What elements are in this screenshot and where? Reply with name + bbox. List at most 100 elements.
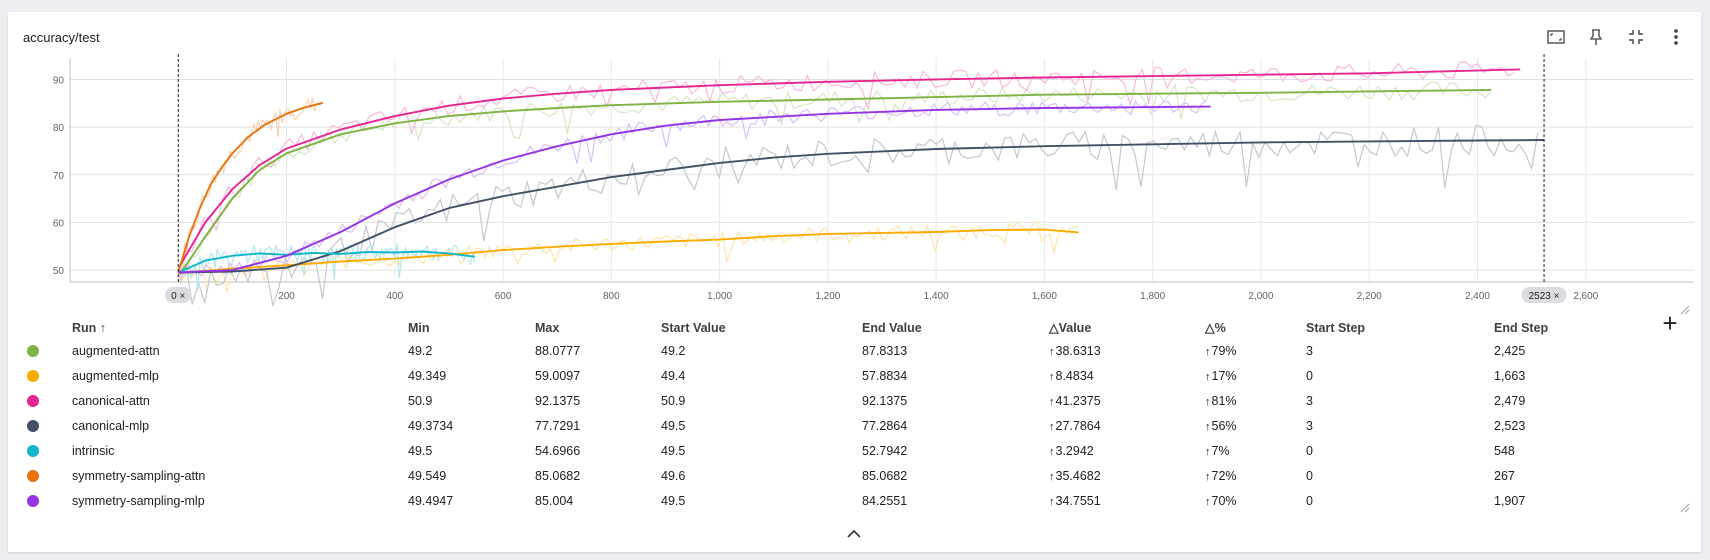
x-tick-label: 2,200	[1357, 291, 1382, 302]
scalar-card: accuracy/test 50 60 70 80 90 200 400 6	[8, 12, 1701, 552]
run-color-dot[interactable]	[27, 420, 39, 432]
run-color-dot[interactable]	[27, 370, 39, 382]
range-marker-label[interactable]: 2523 ×	[1529, 291, 1560, 302]
table-row[interactable]: symmetry-sampling-mlp 49.4947 85.004 49.5 84…	[8, 490, 1701, 512]
raw-line-canonical-attn	[179, 61, 1515, 274]
x-tick-label: 1,800	[1140, 291, 1165, 302]
run-color-dot[interactable]	[27, 445, 39, 457]
run-color-dot[interactable]	[27, 395, 39, 407]
header-start-step[interactable]: Start Step	[1306, 321, 1366, 335]
cell-start-value: 49.5	[661, 444, 686, 458]
cell-max: 54.6966	[535, 444, 581, 458]
header-delta-pct[interactable]: △%	[1205, 321, 1226, 335]
cell-max: 85.004	[535, 494, 574, 508]
series-line-canonical-attn[interactable]	[179, 68, 1521, 267]
cell-end-value: 52.7942	[862, 444, 908, 458]
plot-area	[70, 58, 1694, 282]
series-line-symmetry-sampling-attn[interactable]	[177, 101, 324, 273]
cell-delta-pct: ↑7%	[1205, 440, 1230, 463]
series-line-intrinsic[interactable]	[177, 250, 476, 274]
cell-start-step: 0	[1306, 444, 1313, 458]
range-marker-label[interactable]: 0 ×	[171, 291, 185, 302]
header-end-value[interactable]: End Value	[862, 321, 922, 335]
cell-start-value: 49.2	[661, 344, 686, 358]
series-line-canonical-mlp[interactable]	[179, 139, 1545, 274]
arrow-up-icon: ↑	[1049, 446, 1055, 458]
arrow-up-icon: ↑	[1205, 371, 1211, 383]
range-marker-chip[interactable]	[1521, 287, 1567, 303]
y-tick-label: 70	[53, 171, 65, 182]
table-row[interactable]: augmented-mlp 49.349 59.0097 49.4 57.8834 ↑8.…	[8, 365, 1701, 387]
pin-button[interactable]	[1583, 24, 1609, 50]
cell-min: 49.4947	[408, 494, 454, 508]
table-header: Run ↑ Min Max Start Value End Value △Val…	[8, 317, 1701, 339]
fit-domain-button[interactable]	[1543, 24, 1569, 50]
table-row[interactable]: canonical-attn 50.9 92.1375 50.9 92.1375 ↑41.…	[8, 390, 1701, 412]
cell-start-value: 50.9	[661, 394, 686, 408]
y-tick-label: 60	[53, 218, 65, 229]
table-row[interactable]: intrinsic 49.5 54.6966 49.5 52.7942 ↑3.2942 ↑7…	[8, 440, 1701, 462]
cell-min: 50.9	[408, 394, 433, 408]
line-chart[interactable]: 50 60 70 80 90 200 400 600 800 1,000 1,200 1,400 1,6…	[8, 12, 1701, 312]
cell-value: 81%	[1211, 394, 1237, 408]
x-tick-label: 1,200	[815, 291, 840, 302]
cell-run: intrinsic	[72, 444, 115, 458]
series-line-symmetry-sampling-mlp[interactable]	[178, 105, 1211, 274]
raw-line-augmented-attn	[179, 81, 1492, 275]
cell-value: 3.2942	[1055, 444, 1094, 458]
table-resize-handle[interactable]	[1680, 500, 1690, 513]
header-min[interactable]: Min	[408, 321, 430, 335]
cell-value: 41.2375	[1055, 394, 1101, 408]
arrow-up-icon: ↑	[1049, 496, 1055, 508]
cell-delta-pct: ↑81%	[1205, 390, 1237, 413]
add-column-button[interactable]: +	[1662, 308, 1678, 338]
cell-value: 34.7551	[1055, 494, 1101, 508]
x-tick-label: 1,400	[924, 291, 949, 302]
cell-value: 72%	[1211, 469, 1237, 483]
expand-table-button[interactable]	[844, 527, 864, 541]
table-row[interactable]: symmetry-sampling-attn 49.549 85.0682 49.6 8…	[8, 465, 1701, 487]
header-max[interactable]: Max	[535, 321, 560, 335]
cell-start-step: 0	[1306, 469, 1313, 483]
cell-run: symmetry-sampling-attn	[72, 469, 206, 483]
cell-start-value: 49.6	[661, 469, 686, 483]
cell-start-value: 49.5	[661, 494, 686, 508]
header-start-value[interactable]: Start Value	[661, 321, 726, 335]
header-run[interactable]: Run ↑	[72, 321, 107, 335]
cell-delta-value: ↑41.2375	[1049, 390, 1101, 413]
run-color-dot[interactable]	[27, 470, 39, 482]
run-color-dot[interactable]	[27, 345, 39, 357]
cell-max: 77.7291	[535, 419, 581, 433]
cell-min: 49.2	[408, 344, 433, 358]
table-row[interactable]: augmented-attn 49.2 88.0777 49.2 87.8313 ↑38.…	[8, 340, 1701, 362]
header-end-step[interactable]: End Step	[1494, 321, 1549, 335]
card-title: accuracy/test	[23, 30, 100, 45]
header-delta-value[interactable]: △Value	[1049, 321, 1092, 335]
chart-resize-handle[interactable]	[1680, 302, 1690, 315]
cell-end-step: 1,907	[1494, 494, 1526, 508]
series-line-augmented-attn[interactable]	[179, 88, 1492, 275]
arrow-up-icon: ↑	[1049, 421, 1055, 433]
x-tick-label: 400	[386, 291, 403, 302]
arrow-up-icon: ↑	[1049, 471, 1055, 483]
x-tick-label: 2,400	[1465, 291, 1490, 302]
cell-start-step: 3	[1306, 419, 1313, 433]
cell-value: 17%	[1211, 369, 1237, 383]
series-line-augmented-mlp[interactable]	[178, 228, 1079, 274]
x-tick-label: 2,000	[1248, 291, 1273, 302]
cell-max: 85.0682	[535, 469, 581, 483]
range-marker-chip[interactable]	[164, 287, 192, 303]
arrow-up-icon: ↑	[1205, 421, 1211, 433]
more-options-button[interactable]	[1663, 24, 1689, 50]
arrow-up-icon: ↑	[1205, 471, 1211, 483]
cell-value: 70%	[1211, 494, 1237, 508]
table-row[interactable]: canonical-mlp 49.3734 77.7291 49.5 77.2864 ↑2…	[8, 415, 1701, 437]
cell-start-value: 49.4	[661, 369, 686, 383]
arrow-up-icon: ↑	[1049, 346, 1055, 358]
cell-run: symmetry-sampling-mlp	[72, 494, 205, 508]
collapse-button[interactable]	[1623, 24, 1649, 50]
run-color-dot[interactable]	[27, 495, 39, 507]
arrow-up-icon: ↑	[1049, 371, 1055, 383]
cell-delta-value: ↑27.7864	[1049, 415, 1101, 438]
raw-line-canonical-mlp	[179, 124, 1539, 306]
